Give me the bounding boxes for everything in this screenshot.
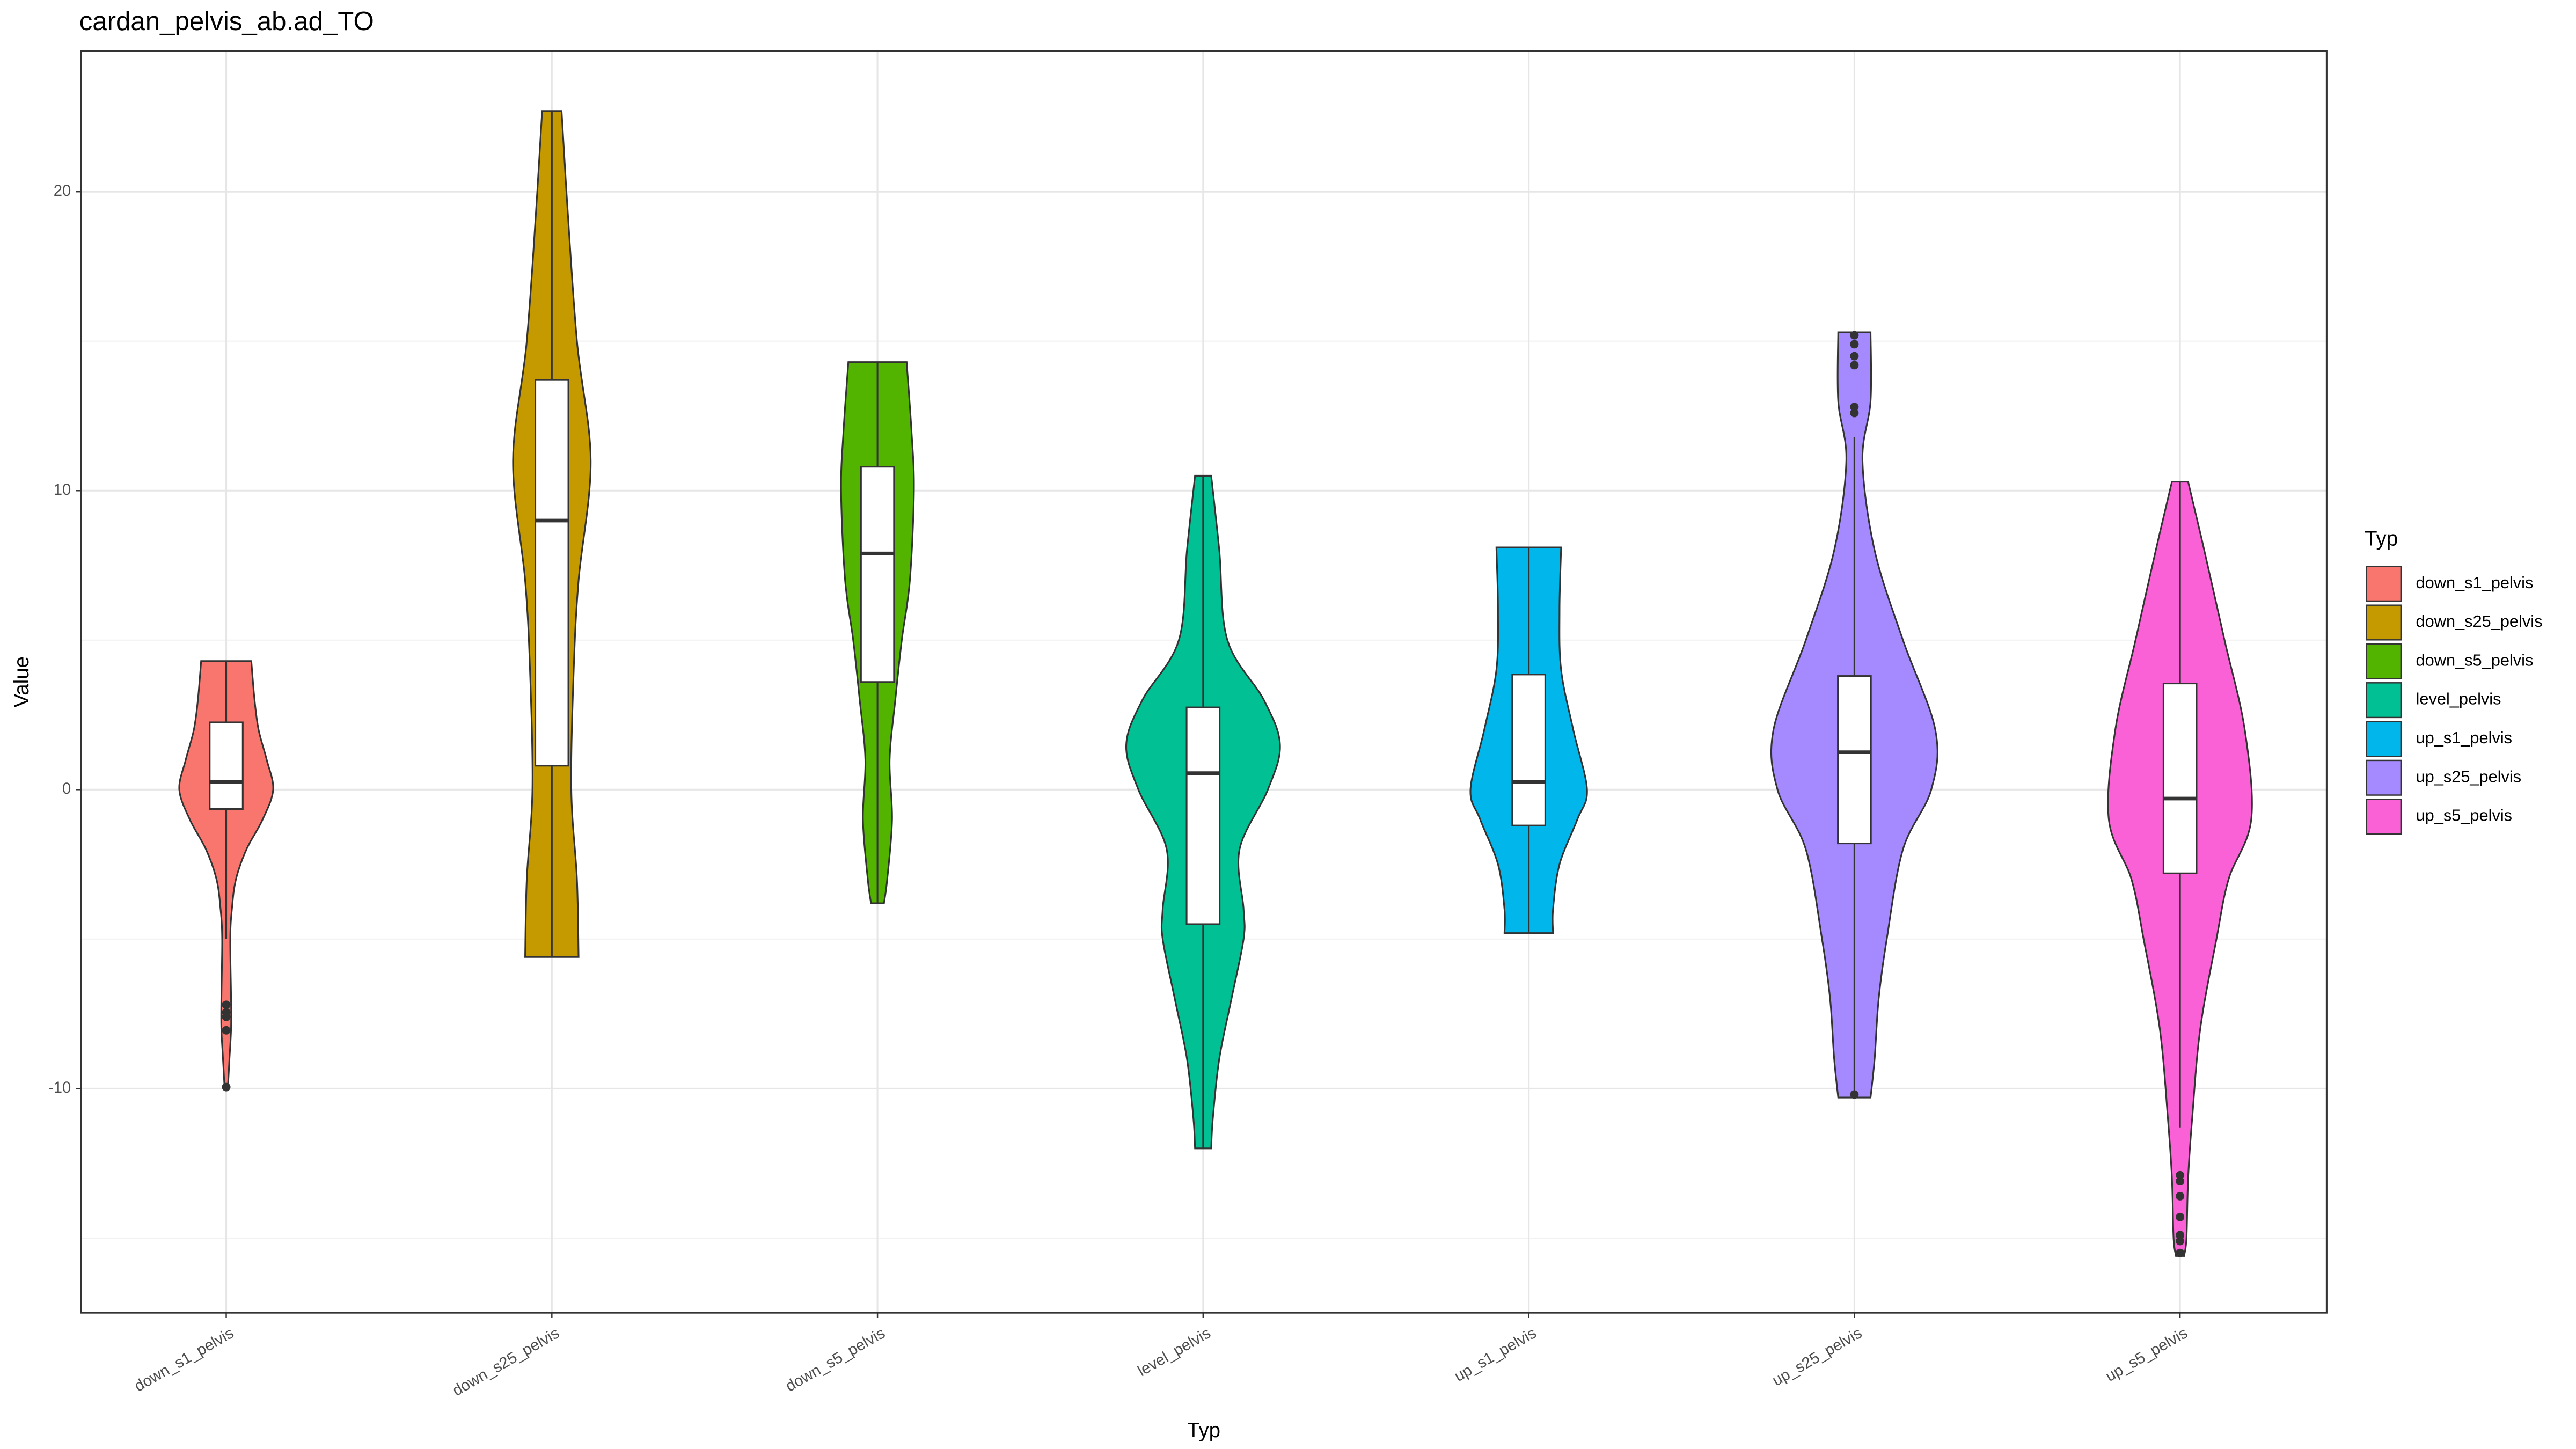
legend-title: Typ xyxy=(2365,527,2398,550)
box xyxy=(860,466,895,683)
outlier xyxy=(222,1012,231,1021)
legend-label: down_s5_pelvis xyxy=(2416,650,2534,669)
legend-key xyxy=(2366,799,2402,835)
outlier xyxy=(2176,1212,2185,1221)
outlier xyxy=(1850,331,1859,340)
outlier xyxy=(1850,402,1859,412)
box xyxy=(1185,706,1221,925)
outlier xyxy=(2176,1170,2185,1180)
legend-key xyxy=(2366,721,2402,757)
legend-label: up_s5_pelvis xyxy=(2416,806,2513,825)
legend-key xyxy=(2366,759,2402,796)
y-axis-title: Value xyxy=(10,656,33,707)
box xyxy=(2162,683,2198,874)
box xyxy=(535,379,569,767)
y-tick-label: 10 xyxy=(54,481,71,499)
legend-label: down_s1_pelvis xyxy=(2416,573,2534,592)
box xyxy=(209,721,244,810)
legend-label: down_s25_pelvis xyxy=(2416,612,2543,631)
outlier xyxy=(1850,408,1859,418)
outlier xyxy=(2176,1236,2185,1246)
y-tick-label: 20 xyxy=(54,182,71,200)
legend-label: level_pelvis xyxy=(2416,690,2501,708)
outlier xyxy=(2176,1248,2185,1257)
outlier xyxy=(2176,1231,2185,1240)
legend-key xyxy=(2366,643,2402,679)
legend-key xyxy=(2366,604,2402,641)
outlier xyxy=(2176,1177,2185,1186)
outlier xyxy=(1850,340,1859,349)
outlier xyxy=(1850,352,1859,361)
plot-border xyxy=(80,50,2328,1314)
outlier xyxy=(222,1082,231,1092)
x-axis-title: Typ xyxy=(1187,1419,1220,1442)
y-tick-label: 0 xyxy=(62,780,71,797)
chart-title: cardan_pelvis_ab.ad_TO xyxy=(79,6,374,36)
legend-key xyxy=(2366,682,2402,719)
y-tick-label: -10 xyxy=(48,1079,71,1096)
legend-label: up_s25_pelvis xyxy=(2416,767,2522,786)
box xyxy=(1511,674,1546,826)
outlier xyxy=(222,1026,231,1035)
legend-label: up_s1_pelvis xyxy=(2416,728,2513,747)
legend-key xyxy=(2366,566,2402,602)
outlier xyxy=(1850,361,1859,370)
outlier xyxy=(2176,1191,2185,1201)
outlier xyxy=(222,1000,231,1009)
box xyxy=(1837,675,1872,845)
outlier xyxy=(1850,1090,1859,1099)
